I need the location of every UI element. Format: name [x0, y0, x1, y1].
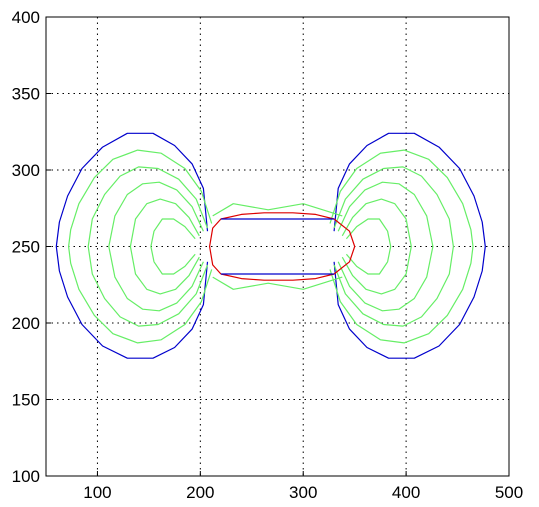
series-group	[55, 132, 486, 359]
y-tick-label: 100	[12, 467, 40, 486]
series-line-10	[87, 166, 209, 327]
series-line-2	[212, 276, 343, 290]
series-line-4	[329, 149, 474, 344]
series-line-6	[337, 181, 434, 312]
series-line-7	[341, 198, 412, 295]
series-line-3	[212, 203, 343, 217]
series-line-12	[129, 198, 200, 295]
series-line-0	[333, 132, 486, 359]
y-tick-label: 200	[12, 314, 40, 333]
series-line-11	[108, 181, 204, 312]
series-line-5	[333, 166, 454, 327]
series-line-1	[55, 132, 209, 359]
y-tick-label: 300	[12, 161, 40, 180]
tick-labels: 100 200 300 400 500 100 150 200 250 300 350 400	[12, 8, 524, 502]
x-tick-label: 400	[392, 483, 420, 502]
x-tick-label: 300	[289, 483, 317, 502]
series-line-9	[67, 149, 213, 344]
y-tick-label: 150	[12, 391, 40, 410]
x-tick-label: 200	[186, 483, 214, 502]
series-line-13	[150, 218, 196, 275]
x-tick-label: 500	[495, 483, 523, 502]
x-tick-label: 100	[83, 483, 111, 502]
series-line-8	[345, 218, 392, 275]
y-tick-label: 250	[12, 238, 40, 257]
y-tick-label: 350	[12, 85, 40, 104]
grid-lines	[46, 17, 509, 476]
y-tick-label: 400	[12, 8, 40, 27]
